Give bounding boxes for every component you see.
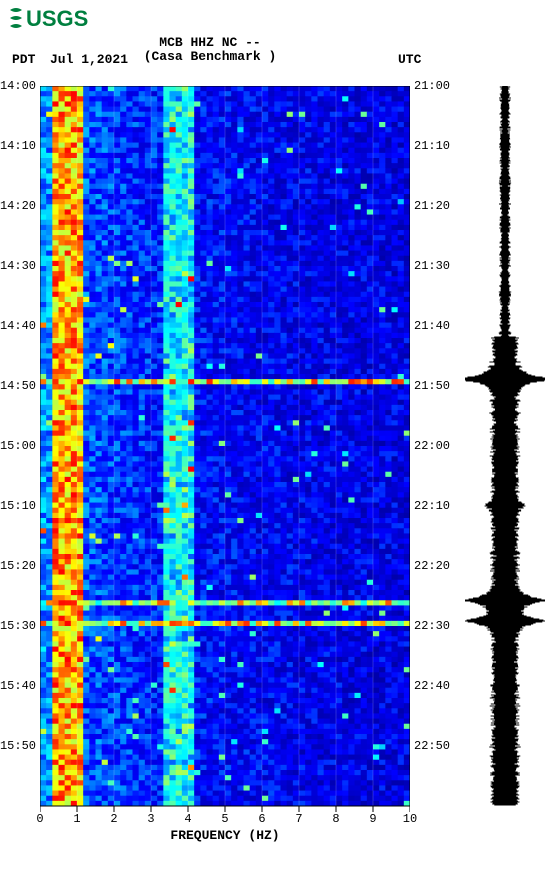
right-tick: 21:40 <box>414 319 450 333</box>
x-tick: 0 <box>36 812 43 826</box>
left-tick: 15:30 <box>0 619 36 633</box>
x-tick: 2 <box>110 812 117 826</box>
pdt-label: PDT <box>12 52 35 67</box>
waveform <box>462 86 548 806</box>
right-tick: 22:30 <box>414 619 450 633</box>
right-tick: 21:00 <box>414 79 450 93</box>
left-tick: 14:40 <box>0 319 36 333</box>
right-tick: 21:50 <box>414 379 450 393</box>
x-tick: 5 <box>221 812 228 826</box>
x-tick: 8 <box>332 812 339 826</box>
usgs-logo: USGS <box>8 4 108 32</box>
frequency-axis-label: FREQUENCY (HZ) <box>40 828 410 843</box>
right-tick: 22:50 <box>414 739 450 753</box>
left-time-axis: 14:0014:1014:2014:3014:4014:5015:0015:10… <box>0 86 38 806</box>
x-tick: 1 <box>73 812 80 826</box>
left-tick: 14:20 <box>0 199 36 213</box>
left-tick: 15:40 <box>0 679 36 693</box>
left-tick: 15:50 <box>0 739 36 753</box>
x-tick: 10 <box>403 812 417 826</box>
left-tick: 15:00 <box>0 439 36 453</box>
right-tick: 21:20 <box>414 199 450 213</box>
spectrogram <box>40 86 410 806</box>
x-tick: 4 <box>184 812 191 826</box>
x-tick: 6 <box>258 812 265 826</box>
right-tick: 21:10 <box>414 139 450 153</box>
right-tick: 22:00 <box>414 439 450 453</box>
x-tick: 9 <box>369 812 376 826</box>
right-tick: 22:10 <box>414 499 450 513</box>
left-tick: 14:50 <box>0 379 36 393</box>
x-tick: 7 <box>295 812 302 826</box>
left-tick: 15:10 <box>0 499 36 513</box>
x-tick: 3 <box>147 812 154 826</box>
title-line1: MCB HHZ NC -- <box>0 36 420 50</box>
right-tick: 21:30 <box>414 259 450 273</box>
left-tick: 14:00 <box>0 79 36 93</box>
logo-text: USGS <box>26 6 88 31</box>
right-tick: 22:20 <box>414 559 450 573</box>
frequency-ticks: 012345678910 <box>40 812 410 828</box>
right-tick: 22:40 <box>414 679 450 693</box>
date-label: Jul 1,2021 <box>50 52 128 67</box>
right-time-axis: 21:0021:1021:2021:3021:4021:5022:0022:10… <box>414 86 454 806</box>
left-tick: 14:10 <box>0 139 36 153</box>
left-tick: 14:30 <box>0 259 36 273</box>
utc-label: UTC <box>398 52 421 67</box>
left-tick: 15:20 <box>0 559 36 573</box>
